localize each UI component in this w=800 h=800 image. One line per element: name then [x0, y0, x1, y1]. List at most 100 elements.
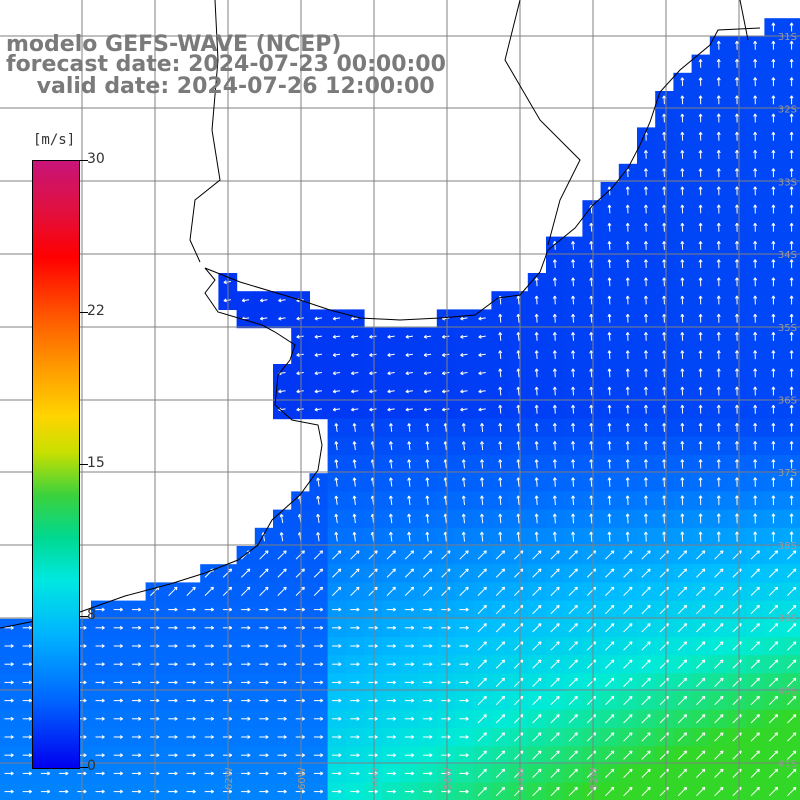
arrow-shaft	[386, 550, 396, 560]
arrow-head	[241, 300, 246, 303]
arrow-shaft	[295, 586, 305, 596]
wind-arrow	[662, 241, 667, 250]
wind-cell	[509, 728, 529, 747]
arrow-head	[698, 131, 701, 136]
arrow-shaft	[787, 714, 797, 724]
arrow-head	[698, 77, 701, 81]
arrow-head	[774, 568, 778, 571]
arrow-shaft	[554, 531, 556, 542]
wind-cell	[637, 673, 656, 693]
arrow-shaft	[714, 568, 724, 578]
wind-cell	[618, 600, 638, 620]
arrow-head	[771, 204, 774, 208]
wind-arrow	[478, 389, 486, 394]
arrow-head	[574, 695, 578, 698]
arrow-head	[716, 332, 720, 336]
arrow-head	[680, 77, 683, 81]
arrow-head	[356, 735, 360, 738]
arrow-head	[534, 477, 537, 481]
wind-arrow	[204, 644, 214, 648]
wind-arrow	[680, 368, 685, 378]
wind-arrow	[753, 531, 758, 542]
arrow-head	[734, 277, 738, 281]
arrow-head	[698, 168, 701, 172]
wind-arrow	[295, 716, 305, 721]
wind-cell	[509, 637, 529, 656]
arrow-head	[370, 513, 373, 518]
wind-cell	[473, 728, 492, 747]
arrow-head	[334, 495, 337, 499]
arrow-head	[571, 295, 574, 299]
wind-arrow	[459, 662, 469, 667]
wind-arrow	[477, 623, 487, 633]
wind-arrow	[313, 644, 324, 648]
wind-arrow	[552, 259, 557, 269]
wind-cell	[728, 600, 747, 620]
arrow-shaft	[241, 586, 251, 596]
wind-cell	[600, 618, 620, 638]
wind-arrow	[113, 607, 123, 612]
wind-arrow	[532, 568, 542, 578]
wind-arrow	[571, 513, 576, 524]
arrow-head	[789, 459, 793, 463]
arrow-head	[643, 459, 647, 463]
arrow-shaft	[260, 299, 268, 302]
arrow-shaft	[350, 586, 360, 596]
wind-cell	[709, 746, 729, 765]
arrow-head	[10, 698, 14, 702]
arrow-head	[537, 641, 542, 643]
arrow-shaft	[677, 605, 687, 615]
wind-arrow	[698, 77, 703, 87]
wind-cell	[764, 637, 784, 656]
arrow-head	[719, 550, 724, 552]
arrow-head	[461, 531, 464, 536]
arrow-head	[698, 332, 701, 336]
wind-arrow	[662, 168, 667, 178]
arrow-shaft	[605, 568, 615, 578]
arrow-head	[370, 477, 373, 481]
arrow-head	[407, 513, 410, 517]
arrow-head	[792, 604, 796, 607]
arrow-shaft	[278, 299, 286, 302]
arrow-shaft	[572, 513, 574, 524]
arrow-head	[351, 336, 355, 339]
arrow-shaft	[590, 405, 593, 414]
wind-arrow	[423, 353, 432, 357]
arrow-head	[480, 459, 483, 463]
arrow-head	[278, 300, 282, 303]
wind-arrow	[787, 659, 797, 669]
arrow-head	[101, 698, 105, 702]
arrow-head	[447, 662, 451, 665]
wind-cell	[691, 746, 711, 765]
arrow-shaft	[641, 550, 651, 560]
arrow-shaft	[477, 623, 487, 633]
arrow-shaft	[241, 568, 251, 578]
arrow-shaft	[590, 368, 593, 378]
arrow-head	[392, 607, 396, 611]
arrow-head	[734, 241, 738, 245]
arrow-shaft	[314, 372, 322, 374]
arrow-shaft	[750, 659, 760, 669]
wind-arrow	[714, 623, 724, 633]
wind-arrow	[716, 186, 721, 196]
wind-arrow	[750, 568, 760, 578]
arrow-head	[301, 716, 305, 720]
wind-arrow	[607, 259, 612, 269]
wind-arrow	[680, 204, 685, 214]
wind-cell	[491, 691, 511, 711]
wind-arrow	[369, 389, 377, 394]
arrow-head	[332, 373, 337, 376]
arrow-shaft	[572, 531, 574, 542]
arrow-head	[498, 350, 501, 354]
arrow-head	[138, 680, 142, 683]
wind-arrow	[461, 513, 466, 524]
wind-arrow	[478, 353, 486, 357]
arrow-shaft	[787, 586, 797, 596]
wind-arrow	[677, 659, 688, 669]
arrow-head	[369, 391, 373, 394]
arrow-shaft	[424, 390, 432, 393]
arrow-head	[334, 513, 337, 518]
arrow-head	[229, 607, 233, 611]
arrow-shaft	[605, 586, 615, 596]
wind-arrow	[296, 371, 304, 376]
